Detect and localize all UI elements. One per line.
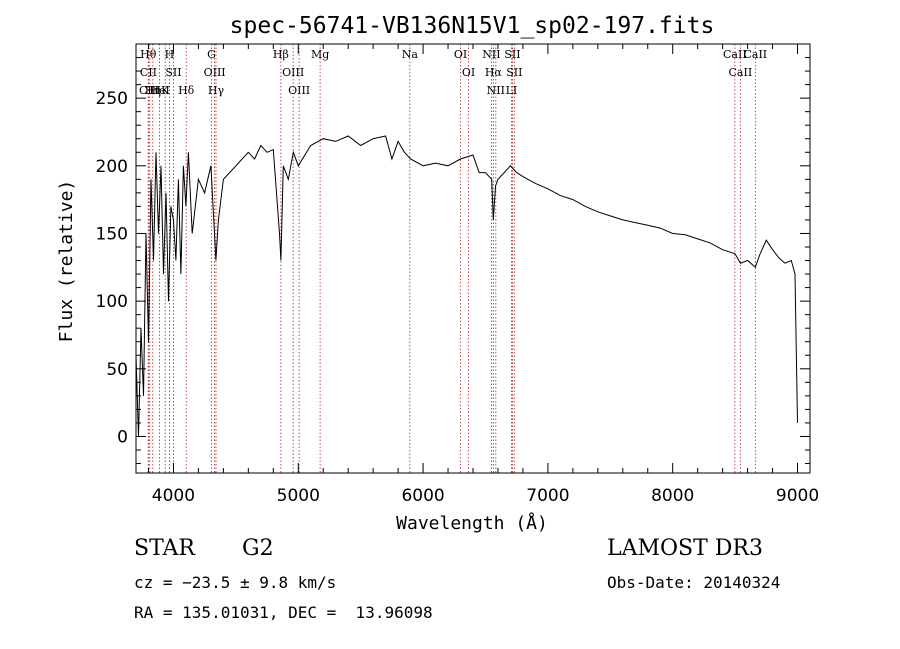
line-markers bbox=[147, 44, 756, 473]
object-subclass: G2 bbox=[242, 536, 274, 561]
line-marker-label: OI bbox=[454, 48, 467, 61]
line-marker-label: Na bbox=[402, 48, 419, 61]
y-tick-label: 50 bbox=[106, 360, 128, 380]
y-tick-label: 250 bbox=[96, 89, 128, 109]
line-marker-label: OIII bbox=[288, 84, 310, 97]
y-tick-label: 200 bbox=[96, 157, 128, 177]
plot-frame bbox=[135, 43, 811, 474]
line-marker-label: Hδ bbox=[178, 84, 195, 97]
x-tick-label: 5000 bbox=[277, 486, 320, 506]
line-marker-label: SII bbox=[165, 66, 181, 79]
line-marker-label: CIII bbox=[139, 84, 160, 97]
line-marker-label: CaII bbox=[743, 48, 767, 61]
line-marker-label: NII bbox=[487, 84, 505, 97]
line-marker-label: SII bbox=[504, 48, 520, 61]
chart-title: spec-56741-VB136N15V1_sp02-197.fits bbox=[230, 13, 715, 39]
line-marker-label: Hβ bbox=[273, 48, 289, 61]
observation-date: Obs-Date: 20140324 bbox=[607, 573, 781, 592]
survey-name: LAMOST DR3 bbox=[607, 536, 763, 561]
x-axis-ticks: 4000 5000 6000 7000 8000 9000 bbox=[147, 44, 819, 506]
line-marker-label: Hη bbox=[145, 84, 161, 97]
line-marker-label: H bbox=[165, 48, 175, 61]
spectrum-series bbox=[135, 135, 798, 437]
x-axis-label: Wavelength (Å) bbox=[396, 512, 548, 534]
y-tick-label: 0 bbox=[117, 427, 128, 447]
line-marker-label: CaII bbox=[729, 66, 753, 79]
y-axis-ticks: 0 50 100 150 200 250 bbox=[96, 57, 810, 465]
line-marker-label: HeI bbox=[149, 84, 169, 97]
line-marker-label: SII bbox=[506, 66, 522, 79]
redshift-velocity: cz = −23.5 ± 9.8 km/s bbox=[134, 573, 337, 592]
line-marker-label: Hθ bbox=[140, 48, 157, 61]
line-marker-label: OIII bbox=[282, 66, 304, 79]
line-marker-label: K bbox=[161, 84, 170, 97]
x-tick-label: 4000 bbox=[152, 486, 195, 506]
y-tick-label: 150 bbox=[96, 224, 128, 244]
y-tick-label: 100 bbox=[96, 292, 128, 312]
x-tick-label: 8000 bbox=[651, 486, 694, 506]
line-marker-label: Hγ bbox=[208, 84, 225, 97]
line-marker-label: OIII bbox=[204, 66, 226, 79]
x-tick-label: 6000 bbox=[401, 486, 444, 506]
spectrum-line bbox=[135, 135, 798, 437]
y-axis-label: Flux (relative) bbox=[56, 180, 77, 343]
line-marker-label: Mg bbox=[311, 48, 329, 61]
line-marker-label: OI bbox=[462, 66, 475, 79]
line-marker-label: CII bbox=[140, 66, 157, 79]
line-marker-label: NII bbox=[482, 48, 500, 61]
line-marker-label: G bbox=[207, 48, 216, 61]
sky-coordinates: RA = 135.01031, DEC = 13.96098 bbox=[134, 603, 433, 622]
x-tick-label: 7000 bbox=[526, 486, 569, 506]
x-tick-label: 9000 bbox=[776, 486, 819, 506]
object-class: STAR bbox=[134, 536, 195, 561]
line-marker-label: CaII bbox=[723, 48, 747, 61]
line-marker-label: LI bbox=[506, 84, 518, 97]
line-marker-label: Hα bbox=[485, 66, 503, 79]
